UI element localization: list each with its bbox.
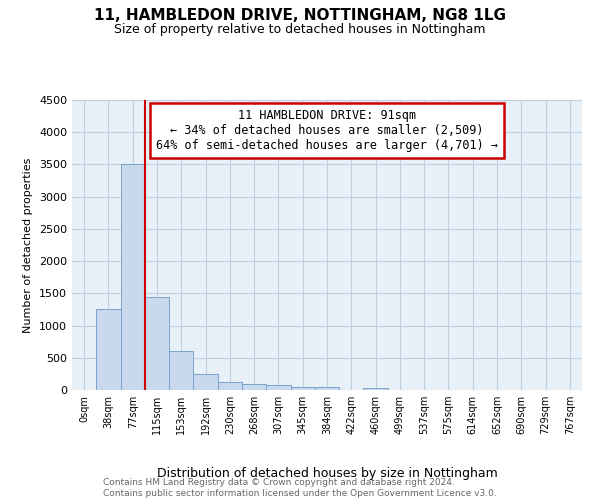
Text: Size of property relative to detached houses in Nottingham: Size of property relative to detached ho… — [114, 22, 486, 36]
Text: 11, HAMBLEDON DRIVE, NOTTINGHAM, NG8 1LG: 11, HAMBLEDON DRIVE, NOTTINGHAM, NG8 1LG — [94, 8, 506, 22]
Bar — [96, 310, 121, 390]
Bar — [266, 385, 290, 390]
Bar — [169, 352, 193, 390]
Bar — [315, 388, 339, 390]
Text: Distribution of detached houses by size in Nottingham: Distribution of detached houses by size … — [157, 467, 497, 480]
Text: 11 HAMBLEDON DRIVE: 91sqm
← 34% of detached houses are smaller (2,509)
64% of se: 11 HAMBLEDON DRIVE: 91sqm ← 34% of detac… — [156, 108, 498, 152]
Text: Contains HM Land Registry data © Crown copyright and database right 2024.
Contai: Contains HM Land Registry data © Crown c… — [103, 478, 497, 498]
Bar — [145, 296, 169, 390]
Bar — [290, 387, 315, 390]
Bar — [364, 388, 388, 390]
Bar — [193, 374, 218, 390]
Bar — [218, 382, 242, 390]
Y-axis label: Number of detached properties: Number of detached properties — [23, 158, 34, 332]
Bar — [121, 164, 145, 390]
Bar — [242, 384, 266, 390]
